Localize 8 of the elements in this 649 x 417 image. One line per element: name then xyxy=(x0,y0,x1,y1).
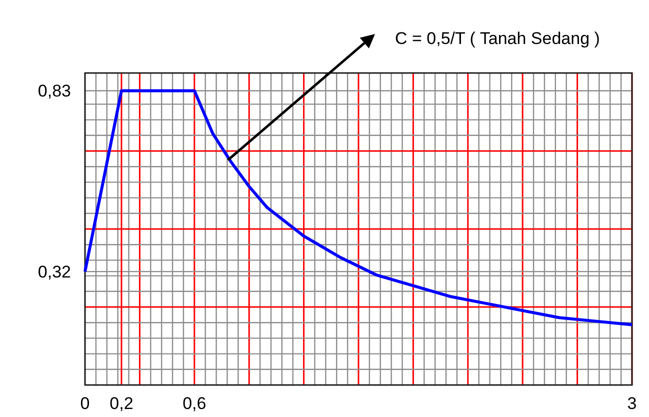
x-tick-label: 3 xyxy=(627,394,637,413)
ref-line-label: 0,2 xyxy=(110,394,134,413)
y-tick-label: 0,32 xyxy=(38,262,71,282)
y-tick-label: 0,83 xyxy=(38,82,71,101)
text: C = 0,5/T ( Tanah Sedang ) xyxy=(395,29,600,48)
x-tick-label: 0 xyxy=(80,394,90,413)
line-series xyxy=(84,89,634,326)
x-tick-label: 0,6 xyxy=(182,394,206,413)
